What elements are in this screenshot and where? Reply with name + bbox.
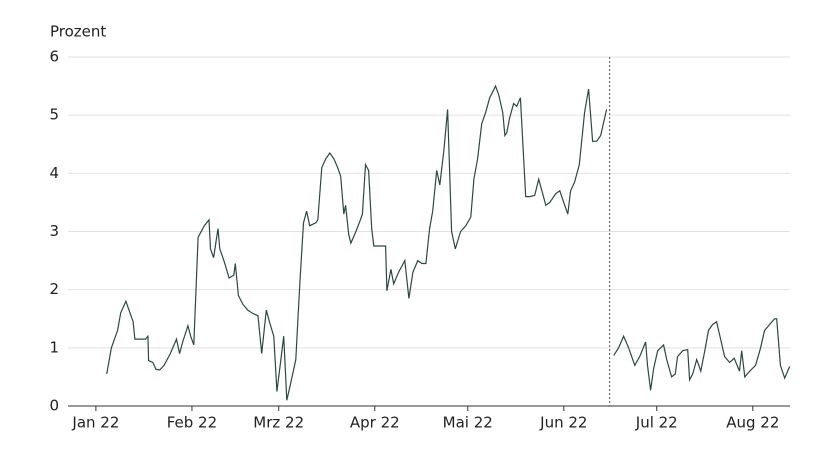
x-tick-label: Jul 22 <box>635 414 678 432</box>
y-tick-label: 0 <box>49 397 59 415</box>
y-tick-label: 3 <box>49 222 59 240</box>
x-tick-label: Apr 22 <box>350 414 400 432</box>
x-tick-label: Jan 22 <box>71 414 119 432</box>
x-tick-label: Mai 22 <box>443 414 493 432</box>
y-axis-label: Prozent <box>50 23 106 41</box>
x-tick-label: Mrz 22 <box>253 414 304 432</box>
x-tick-label: Aug 22 <box>726 414 779 432</box>
y-tick-label: 1 <box>49 338 59 356</box>
data-line <box>106 84 791 401</box>
x-tick-label: Jun 22 <box>539 414 587 432</box>
y-tick-label: 4 <box>49 164 59 182</box>
y-tick-label: 5 <box>49 106 59 124</box>
y-tick-label: 2 <box>49 280 59 298</box>
x-tick-label: Feb 22 <box>167 414 217 432</box>
y-tick-label: 6 <box>49 48 59 66</box>
